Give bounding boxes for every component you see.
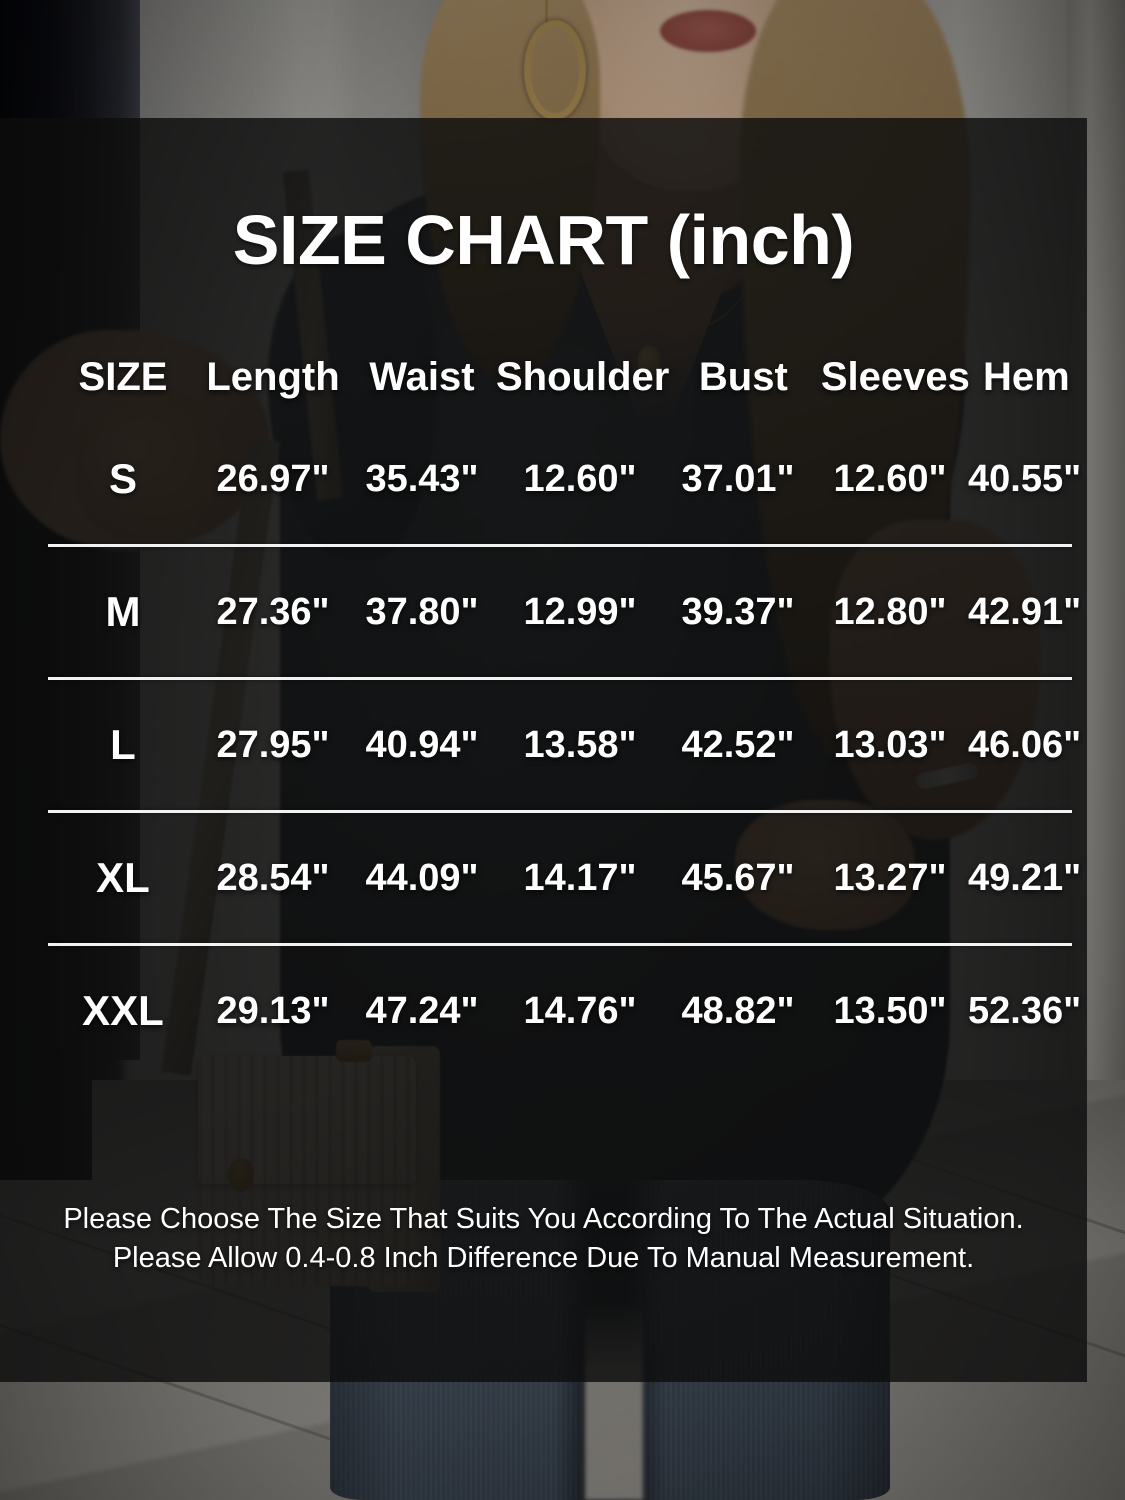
cell-bust: 48.82" xyxy=(681,989,795,1032)
header-hem: Hem xyxy=(982,354,1070,399)
cell-shoulder: 14.76" xyxy=(523,989,637,1032)
cell-hem: 42.91" xyxy=(968,590,1082,633)
header-bust: Bust xyxy=(698,354,788,399)
cell-sleeves: 12.80" xyxy=(833,590,947,633)
row-divider xyxy=(48,677,1072,680)
cell-size: M xyxy=(105,588,141,635)
cell-hem: 52.36" xyxy=(968,989,1082,1032)
cell-size: XL xyxy=(96,854,150,901)
cell-length: 27.95" xyxy=(216,723,330,766)
row-divider xyxy=(48,943,1072,946)
cell-size: XXL xyxy=(82,987,164,1034)
header-shoulder: Shoulder xyxy=(496,354,670,399)
row-divider xyxy=(48,544,1072,547)
cell-sleeves: 13.50" xyxy=(833,989,947,1032)
measurement-notes: Please Choose The Size That Suits You Ac… xyxy=(0,1200,1087,1277)
cell-shoulder: 12.60" xyxy=(523,457,637,500)
cell-waist: 35.43" xyxy=(365,457,479,500)
cell-length: 26.97" xyxy=(216,457,330,500)
size-chart-overlay: SIZE CHART (inch) SIZE Length Waist Shou… xyxy=(0,118,1087,1382)
cell-hem: 49.21" xyxy=(968,856,1082,899)
table-row: L 27.95" 40.94" 13.58" 42.52" 13.03" 46.… xyxy=(48,680,1081,810)
table-row: M 27.36" 37.80" 12.99" 39.37" 12.80" 42.… xyxy=(48,547,1082,677)
cell-bust: 39.37" xyxy=(681,590,795,633)
cell-length: 28.54" xyxy=(216,856,330,899)
cell-shoulder: 13.58" xyxy=(523,723,637,766)
header-waist: Waist xyxy=(369,354,475,399)
cell-shoulder: 14.17" xyxy=(523,856,637,899)
cell-size: L xyxy=(110,721,136,768)
cell-waist: 37.80" xyxy=(365,590,479,633)
size-chart-table: SIZE Length Waist Shoulder Bust Sleeves … xyxy=(48,340,1082,1076)
cell-length: 29.13" xyxy=(216,989,330,1032)
cell-size: S xyxy=(108,455,137,502)
row-divider xyxy=(48,810,1072,813)
header-size: SIZE xyxy=(78,354,168,399)
header-sleeves: Sleeves xyxy=(820,354,970,399)
header-length: Length xyxy=(206,354,340,399)
cell-bust: 37.01" xyxy=(681,457,795,500)
cell-sleeves: 12.60" xyxy=(833,457,947,500)
cell-sleeves: 13.27" xyxy=(833,856,947,899)
table-row: XL 28.54" 44.09" 14.17" 45.67" 13.27" 49… xyxy=(48,813,1081,943)
cell-waist: 44.09" xyxy=(365,856,479,899)
cell-hem: 40.55" xyxy=(968,457,1082,500)
cell-hem: 46.06" xyxy=(968,723,1082,766)
page-title: SIZE CHART (inch) xyxy=(232,201,855,279)
cell-sleeves: 13.03" xyxy=(833,723,947,766)
cell-length: 27.36" xyxy=(216,590,330,633)
table-header-row: SIZE Length Waist Shoulder Bust Sleeves … xyxy=(48,340,1074,414)
table-row: S 26.97" 35.43" 12.60" 37.01" 12.60" 40.… xyxy=(48,414,1081,544)
cell-waist: 47.24" xyxy=(365,989,479,1032)
cell-waist: 40.94" xyxy=(365,723,479,766)
cell-bust: 45.67" xyxy=(681,856,795,899)
table-row: XXL 29.13" 47.24" 14.76" 48.82" 13.50" 5… xyxy=(48,946,1081,1076)
note-line-1: Please Choose The Size That Suits You Ac… xyxy=(63,1203,1024,1235)
cell-bust: 42.52" xyxy=(681,723,795,766)
note-line-2: Please Allow 0.4-0.8 Inch Difference Due… xyxy=(112,1241,975,1274)
cell-shoulder: 12.99" xyxy=(523,590,637,633)
